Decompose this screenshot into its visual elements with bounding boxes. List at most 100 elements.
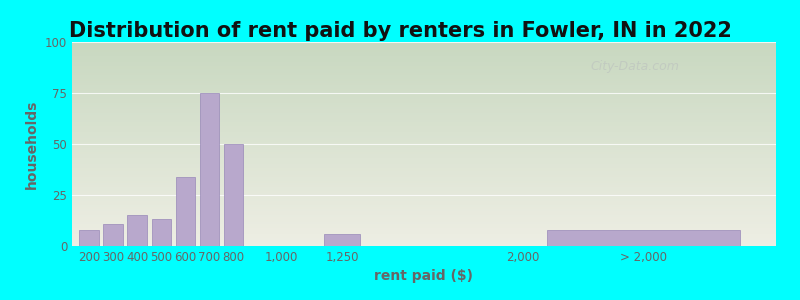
Bar bbox=[72, 60, 776, 62]
Y-axis label: households: households bbox=[26, 99, 39, 189]
Bar bbox=[72, 213, 776, 215]
Bar bbox=[72, 172, 776, 175]
Bar bbox=[72, 160, 776, 162]
Bar bbox=[79, 230, 98, 246]
Bar bbox=[72, 116, 776, 118]
Bar bbox=[72, 203, 776, 205]
Bar bbox=[72, 132, 776, 134]
Bar bbox=[72, 185, 776, 187]
Bar bbox=[200, 93, 219, 246]
Bar bbox=[176, 177, 195, 246]
Bar bbox=[72, 42, 776, 44]
Bar bbox=[72, 113, 776, 116]
Bar bbox=[72, 77, 776, 79]
Bar bbox=[72, 126, 776, 128]
Bar bbox=[72, 148, 776, 150]
Bar bbox=[72, 140, 776, 142]
Bar bbox=[72, 62, 776, 64]
Bar bbox=[72, 136, 776, 138]
Text: City-Data.com: City-Data.com bbox=[590, 60, 680, 73]
Bar bbox=[72, 97, 776, 99]
Bar bbox=[72, 119, 776, 122]
Bar bbox=[72, 181, 776, 183]
Bar bbox=[72, 52, 776, 54]
Bar bbox=[72, 240, 776, 242]
Bar bbox=[72, 46, 776, 48]
Bar bbox=[72, 150, 776, 152]
Bar bbox=[151, 220, 171, 246]
Bar bbox=[72, 209, 776, 211]
Bar bbox=[72, 211, 776, 213]
Bar bbox=[72, 220, 776, 221]
Bar bbox=[72, 85, 776, 87]
Bar bbox=[72, 128, 776, 130]
Bar bbox=[72, 228, 776, 230]
Bar bbox=[547, 230, 740, 246]
Bar bbox=[72, 154, 776, 156]
Bar bbox=[72, 50, 776, 52]
Bar bbox=[72, 242, 776, 244]
Bar bbox=[72, 89, 776, 91]
Bar bbox=[72, 44, 776, 46]
Bar bbox=[72, 230, 776, 232]
Bar bbox=[72, 124, 776, 126]
Bar bbox=[72, 91, 776, 93]
Bar bbox=[72, 175, 776, 177]
Bar bbox=[72, 158, 776, 160]
Bar bbox=[72, 146, 776, 148]
Bar bbox=[72, 64, 776, 67]
Bar bbox=[72, 238, 776, 240]
Bar bbox=[72, 67, 776, 68]
Bar bbox=[72, 68, 776, 70]
Bar bbox=[72, 179, 776, 181]
Bar bbox=[72, 138, 776, 140]
Bar bbox=[72, 183, 776, 185]
Bar bbox=[72, 224, 776, 226]
Bar bbox=[72, 152, 776, 154]
Bar bbox=[72, 134, 776, 136]
Bar bbox=[324, 234, 360, 246]
Bar bbox=[72, 103, 776, 105]
Bar bbox=[72, 244, 776, 246]
Bar bbox=[72, 215, 776, 217]
Bar bbox=[72, 101, 776, 103]
Bar bbox=[72, 142, 776, 144]
Bar bbox=[72, 177, 776, 179]
Bar bbox=[224, 144, 243, 246]
Bar bbox=[127, 215, 146, 246]
Bar bbox=[72, 226, 776, 228]
Bar bbox=[72, 162, 776, 164]
Bar bbox=[72, 95, 776, 97]
Bar bbox=[72, 232, 776, 234]
Bar bbox=[72, 73, 776, 75]
Bar bbox=[72, 207, 776, 209]
Bar bbox=[72, 144, 776, 146]
Bar bbox=[72, 107, 776, 109]
Bar bbox=[72, 109, 776, 111]
Bar bbox=[72, 169, 776, 170]
Bar bbox=[72, 54, 776, 56]
Bar bbox=[72, 191, 776, 193]
Bar bbox=[72, 87, 776, 89]
Bar bbox=[72, 105, 776, 107]
Bar bbox=[72, 236, 776, 238]
Bar bbox=[72, 187, 776, 189]
Bar bbox=[72, 130, 776, 132]
Bar bbox=[72, 56, 776, 58]
Bar bbox=[72, 79, 776, 81]
Bar bbox=[103, 224, 122, 246]
Bar bbox=[72, 118, 776, 119]
Bar bbox=[72, 221, 776, 224]
Bar bbox=[72, 164, 776, 166]
Bar bbox=[72, 81, 776, 83]
X-axis label: rent paid ($): rent paid ($) bbox=[374, 269, 474, 284]
Bar bbox=[72, 93, 776, 95]
Bar bbox=[72, 99, 776, 101]
Bar bbox=[72, 170, 776, 172]
Bar bbox=[72, 48, 776, 50]
Bar bbox=[72, 75, 776, 77]
Bar bbox=[72, 205, 776, 207]
Bar bbox=[72, 234, 776, 236]
Bar bbox=[72, 195, 776, 197]
Bar bbox=[72, 199, 776, 201]
